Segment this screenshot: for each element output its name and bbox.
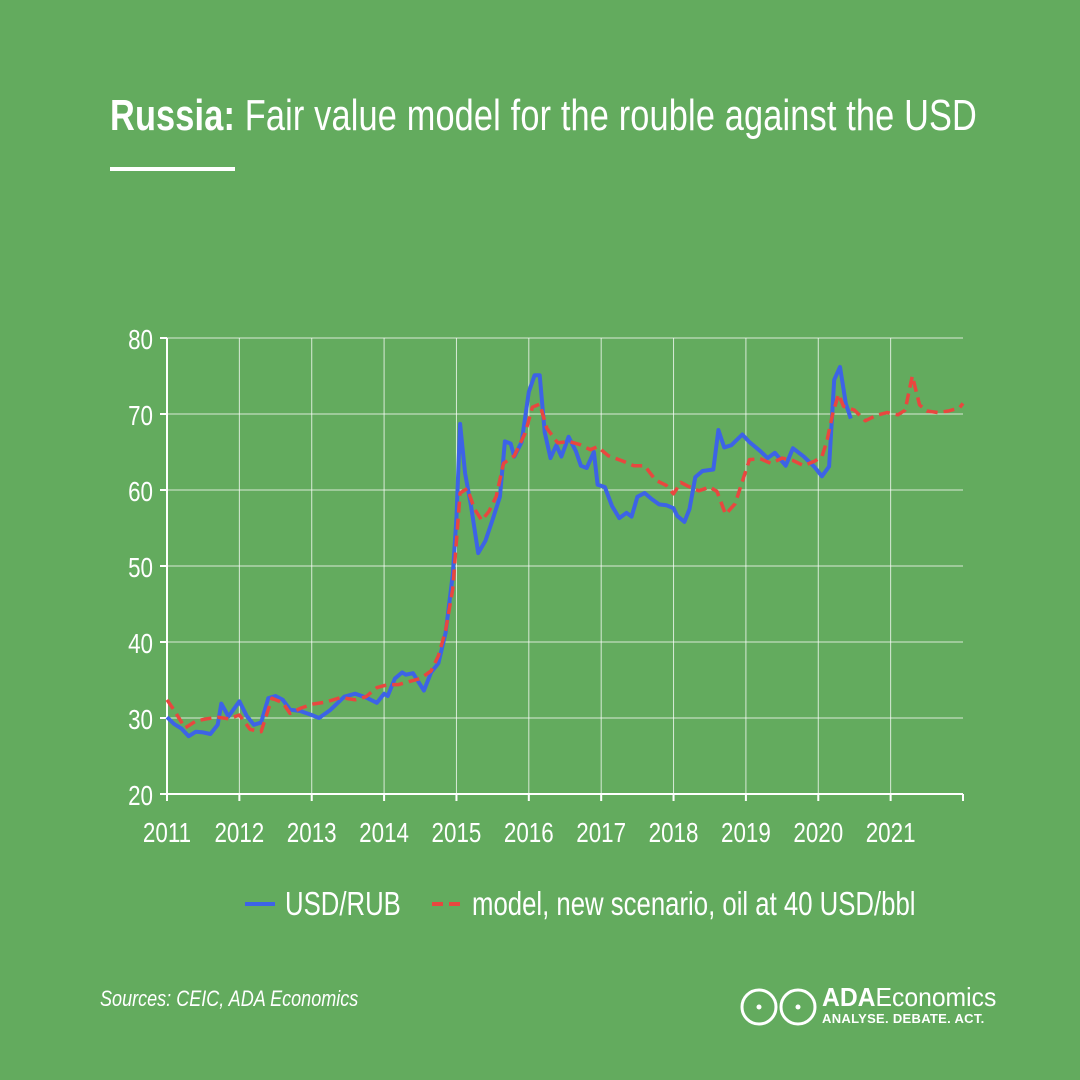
legend-item-model: model, new scenario, oil at 40 USD/bbl: [432, 882, 1041, 926]
chart-legend: USD/RUB model, new scenario, oil at 40 U…: [0, 882, 1080, 926]
chart-title: Russia: Fair value model for the rouble …: [110, 88, 977, 144]
legend-label-model: model, new scenario, oil at 40 USD/bbl: [472, 885, 916, 922]
x-tick-label-2021: 2021: [866, 818, 916, 849]
source-note: Sources: CEIC, ADA Economics: [100, 986, 359, 1011]
y-tick-label-60: 60: [128, 477, 153, 508]
logo-circles-icon: [740, 988, 817, 1026]
logo-name: ADAEconomics: [822, 982, 996, 1013]
x-tick-label-2020: 2020: [793, 818, 843, 849]
series-line-model: [165, 374, 965, 734]
logo-name-bold: ADA: [822, 982, 876, 1012]
y-tick-label-20: 20: [128, 781, 153, 812]
title-country: Russia:: [110, 91, 236, 140]
x-tick-label-2018: 2018: [649, 818, 699, 849]
y-tick-label-30: 30: [128, 705, 153, 736]
x-tick-label-2011: 2011: [143, 818, 191, 849]
x-tick-label-2017: 2017: [576, 818, 626, 849]
x-tick-label-2019: 2019: [721, 818, 771, 849]
y-tick-label-80: 80: [128, 325, 153, 356]
logo-name-light: Economics: [875, 982, 997, 1012]
title-text: Fair value model for the rouble against …: [235, 91, 978, 140]
x-tick-label-2016: 2016: [504, 818, 554, 849]
y-tick-label-70: 70: [128, 401, 153, 432]
x-tick-label-2015: 2015: [432, 818, 482, 849]
series-line-usd-rub: [165, 364, 853, 739]
title-underline: [110, 167, 235, 171]
logo-tagline: ANALYSE. DEBATE. ACT.: [822, 1011, 985, 1026]
ada-economics-logo: ADAEconomics ANALYSE. DEBATE. ACT.: [740, 982, 1050, 1032]
legend-swatch-model: [432, 902, 462, 906]
x-tick-label-2013: 2013: [287, 818, 337, 849]
legend-item-usd-rub: USD/RUB: [245, 882, 434, 926]
legend-swatch-usd-rub: [245, 902, 275, 906]
y-tick-label-40: 40: [128, 629, 153, 660]
x-tick-label-2014: 2014: [359, 818, 409, 849]
legend-label-usd-rub: USD/RUB: [285, 885, 401, 922]
y-tick-label-50: 50: [128, 553, 153, 584]
line-chart: 20 30 40 50 60 70 80 2011 2012 2013 2014 2015 2016 20…: [128, 325, 965, 849]
x-tick-label-2012: 2012: [214, 818, 264, 849]
